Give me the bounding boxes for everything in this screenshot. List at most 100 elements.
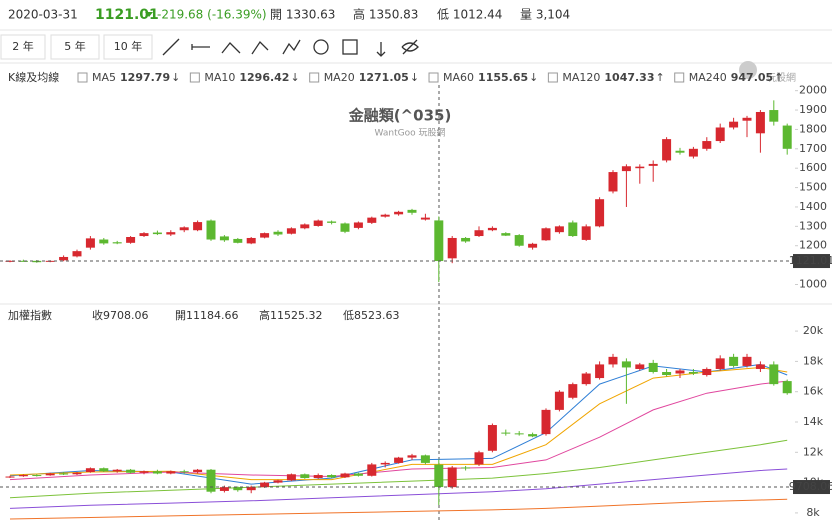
candle-body: [246, 237, 256, 244]
candle-body: [166, 471, 176, 474]
candle-body: [327, 475, 337, 478]
y-tick-label: 1500: [799, 181, 827, 194]
tool-wave[interactable]: [282, 39, 301, 55]
legend-value: 947.05: [731, 71, 773, 84]
candle-body: [5, 476, 15, 478]
candle-body: [179, 471, 189, 473]
candle-body: [742, 117, 752, 121]
legend-name: MA120: [562, 71, 600, 84]
legend-name: MA240: [689, 71, 727, 84]
y-tick-label: 8k: [806, 506, 820, 519]
candle-body: [394, 211, 404, 215]
candle-body: [581, 226, 591, 240]
tool-line[interactable]: [162, 38, 180, 56]
candle-body: [353, 473, 363, 476]
legend-checkbox: [428, 72, 439, 83]
candle-body: [688, 148, 698, 157]
y-tick-label: 1400: [799, 200, 827, 213]
tool-rect[interactable]: [342, 39, 358, 55]
candle-body: [380, 462, 390, 465]
candle-body: [407, 455, 417, 458]
y-tick-label: 1700: [799, 142, 827, 155]
candle-body: [528, 434, 538, 437]
candle-body: [541, 409, 551, 435]
candle-body: [340, 473, 350, 478]
legend-arrow: ↓: [410, 71, 419, 84]
candle-body: [474, 452, 484, 465]
volume: 量 3,104: [520, 8, 570, 22]
chart-subtitle: WantGoo 玩股網: [375, 127, 446, 139]
tool-angle[interactable]: [221, 42, 241, 54]
candle-body: [434, 464, 444, 488]
plots: 1000110012001300140015001600170018001900…: [0, 84, 832, 520]
legend-arrow: ↓: [290, 71, 299, 84]
legend-name: MA60: [443, 71, 474, 84]
panel-stat: 收9708.06: [92, 308, 149, 322]
candle-body: [126, 237, 136, 243]
candle-body: [782, 125, 792, 149]
candle-body: [702, 368, 712, 376]
price: 1121.01: [95, 7, 159, 23]
candle-body: [45, 473, 55, 476]
tool-hide[interactable]: [401, 39, 419, 55]
y-tick-label: 1000: [799, 277, 827, 290]
candle-body: [313, 220, 323, 226]
price-badge-label: 1121.01: [789, 254, 832, 267]
price-badge-label: 9708.06: [789, 480, 832, 493]
panel-title: 加權指數: [8, 308, 52, 322]
tool-abc[interactable]: [251, 40, 269, 55]
candle-body: [541, 228, 551, 241]
legend-name: MA10: [204, 71, 235, 84]
y-tick-label: 1900: [799, 103, 827, 116]
candle-body: [554, 226, 564, 233]
y-tick-label: 1800: [799, 122, 827, 135]
candle-body: [568, 384, 578, 398]
range-button[interactable]: [50, 34, 100, 60]
tool-text[interactable]: [376, 42, 386, 57]
y-tick-label: 1200: [799, 239, 827, 252]
legend-checkbox: [77, 72, 88, 83]
candle-body: [340, 223, 350, 232]
candle-body: [461, 467, 471, 469]
candle-body: [514, 433, 524, 435]
legend-arrow: ↓: [171, 71, 180, 84]
tool-circle[interactable]: [313, 39, 329, 55]
candle-body: [394, 457, 404, 463]
candle-body: [675, 150, 685, 153]
range-label[interactable]: 5 年: [64, 39, 86, 53]
candle-body: [152, 471, 162, 474]
legend-value: 1297.79: [120, 71, 170, 84]
candle-body: [260, 233, 270, 238]
candle-body: [32, 475, 42, 477]
candle-body: [112, 242, 122, 244]
candle-body: [420, 455, 430, 463]
candle-body: [112, 469, 122, 472]
y-tick-label: 20k: [803, 324, 824, 337]
tool-hline[interactable]: [191, 44, 210, 50]
candle-body: [367, 217, 377, 223]
candle-body: [219, 487, 229, 491]
legend-name: MA20: [324, 71, 355, 84]
candle-body: [85, 238, 95, 248]
legend-arrow: ↑: [656, 71, 665, 84]
range-button[interactable]: [103, 34, 153, 60]
candle-body: [742, 356, 752, 366]
candle-body: [447, 467, 457, 488]
candle-body: [769, 364, 779, 385]
range-label[interactable]: 2 年: [12, 39, 34, 53]
legend-checkbox: [547, 72, 558, 83]
candle-body: [608, 356, 618, 365]
candle-body: [581, 373, 591, 385]
candle-body: [59, 256, 69, 261]
candle-body: [621, 166, 631, 172]
legend-arrow: ↑: [774, 71, 783, 84]
legend-value: 1047.33: [604, 71, 654, 84]
ma-line: [9, 363, 788, 485]
candle-body: [528, 243, 538, 248]
range-button[interactable]: [0, 34, 46, 60]
ma-line: [9, 439, 788, 499]
range-label[interactable]: 10 年: [114, 39, 143, 53]
panel-stat: 開11184.66: [175, 309, 239, 322]
candle-body: [501, 233, 511, 236]
